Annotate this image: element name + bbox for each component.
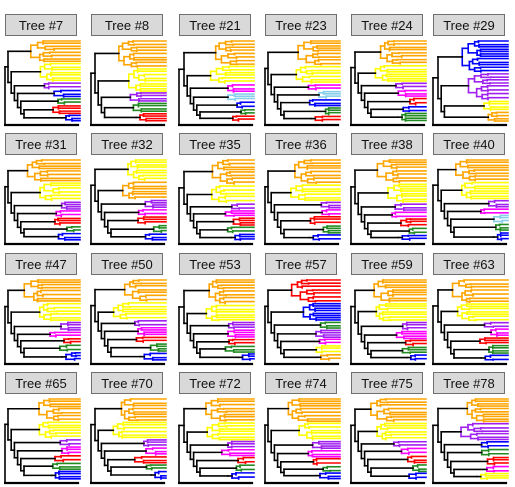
tree-label: Tree #40 xyxy=(433,133,505,155)
tree-panel: Tree #63 xyxy=(432,253,515,368)
tree-label: Tree #72 xyxy=(179,372,251,394)
phylogenetic-tree xyxy=(432,159,509,246)
tree-panel: Tree #65 xyxy=(4,372,90,487)
tree-label: Tree #57 xyxy=(265,253,337,275)
phylogenetic-tree xyxy=(264,398,341,485)
phylogenetic-tree xyxy=(178,398,255,485)
tree-label: Tree #24 xyxy=(351,14,423,36)
phylogenetic-tree xyxy=(178,279,255,366)
phylogenetic-tree xyxy=(90,398,167,485)
tree-panel: Tree #57 xyxy=(264,253,350,368)
tree-label: Tree #32 xyxy=(91,133,163,155)
tree-label: Tree #36 xyxy=(265,133,337,155)
tree-panel: Tree #7 xyxy=(4,14,90,129)
phylogenetic-tree xyxy=(4,159,81,246)
tree-panel: Tree #74 xyxy=(264,372,350,487)
tree-label: Tree #50 xyxy=(91,253,163,275)
phylogenetic-tree xyxy=(350,159,427,246)
tree-panel: Tree #21 xyxy=(178,14,264,129)
tree-panel: Tree #72 xyxy=(178,372,264,487)
phylogenetic-tree xyxy=(432,40,509,127)
phylogenetic-tree xyxy=(4,398,81,485)
tree-label: Tree #47 xyxy=(5,253,77,275)
tree-label: Tree #21 xyxy=(179,14,251,36)
phylogenetic-tree xyxy=(90,159,167,246)
tree-panel: Tree #8 xyxy=(90,14,176,129)
tree-label: Tree #31 xyxy=(5,133,77,155)
tree-panel: Tree #31 xyxy=(4,133,90,248)
tree-panel: Tree #40 xyxy=(432,133,515,248)
phylogenetic-tree xyxy=(4,279,81,366)
tree-label: Tree #75 xyxy=(351,372,423,394)
tree-label: Tree #59 xyxy=(351,253,423,275)
tree-label: Tree #70 xyxy=(91,372,163,394)
tree-label: Tree #8 xyxy=(91,14,163,36)
phylogenetic-tree xyxy=(4,40,81,127)
phylogenetic-tree xyxy=(178,159,255,246)
tree-panel: Tree #23 xyxy=(264,14,350,129)
tree-panel: Tree #35 xyxy=(178,133,264,248)
phylogenetic-tree xyxy=(350,40,427,127)
tree-panel: Tree #38 xyxy=(350,133,436,248)
tree-panel: Tree #47 xyxy=(4,253,90,368)
tree-panel: Tree #70 xyxy=(90,372,176,487)
tree-label: Tree #65 xyxy=(5,372,77,394)
tree-panel: Tree #29 xyxy=(432,14,515,129)
tree-label: Tree #23 xyxy=(265,14,337,36)
phylogenetic-tree xyxy=(432,398,509,485)
tree-label: Tree #7 xyxy=(5,14,77,36)
phylogenetic-tree xyxy=(264,279,341,366)
phylogenetic-tree xyxy=(178,40,255,127)
tree-panel: Tree #50 xyxy=(90,253,176,368)
tree-label: Tree #63 xyxy=(433,253,505,275)
phylogenetic-tree xyxy=(264,159,341,246)
tree-label: Tree #35 xyxy=(179,133,251,155)
tree-label: Tree #74 xyxy=(265,372,337,394)
phylogenetic-tree xyxy=(432,279,509,366)
tree-label: Tree #38 xyxy=(351,133,423,155)
tree-panel: Tree #24 xyxy=(350,14,436,129)
phylogenetic-tree xyxy=(264,40,341,127)
tree-label: Tree #78 xyxy=(433,372,505,394)
tree-panel: Tree #78 xyxy=(432,372,515,487)
tree-panel: Tree #59 xyxy=(350,253,436,368)
tree-panel: Tree #53 xyxy=(178,253,264,368)
phylogenetic-tree xyxy=(90,279,167,366)
tree-panel: Tree #75 xyxy=(350,372,436,487)
phylogenetic-tree xyxy=(350,279,427,366)
tree-panel: Tree #32 xyxy=(90,133,176,248)
tree-panel: Tree #36 xyxy=(264,133,350,248)
tree-label: Tree #53 xyxy=(179,253,251,275)
tree-label: Tree #29 xyxy=(433,14,505,36)
phylogenetic-tree xyxy=(350,398,427,485)
phylogenetic-tree xyxy=(90,40,167,127)
